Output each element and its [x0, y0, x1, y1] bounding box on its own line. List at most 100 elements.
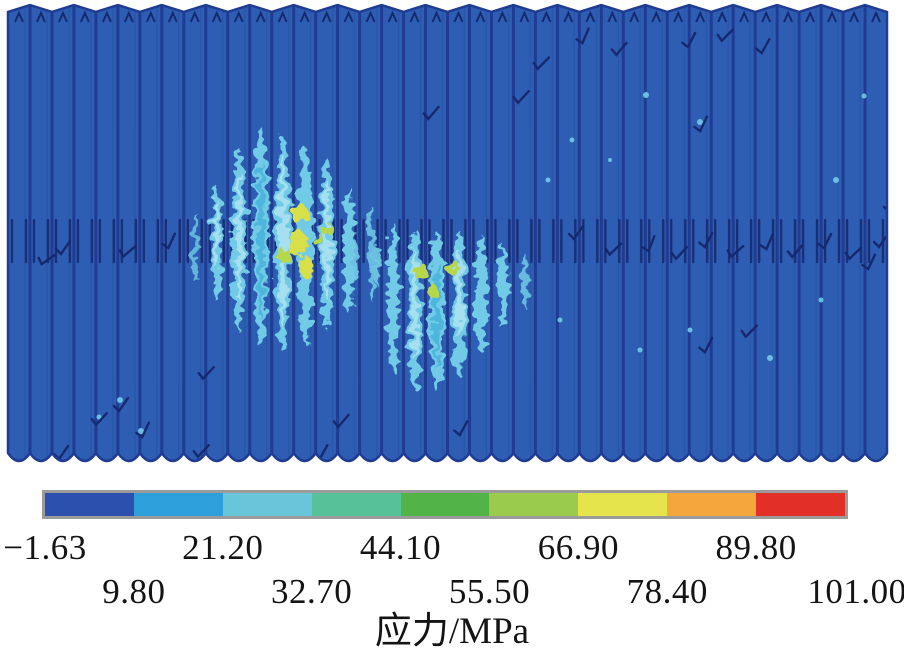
crack-mark	[670, 245, 688, 261]
stress-speck	[643, 92, 649, 98]
stress-streak	[191, 212, 199, 282]
colorbar-segment	[756, 493, 846, 516]
stress-speck	[608, 158, 612, 162]
top-crack-chevron	[321, 10, 332, 23]
stress-streak	[279, 155, 287, 330]
stress-speck	[861, 93, 867, 99]
top-crack-chevron	[211, 10, 222, 23]
top-crack-chevron	[36, 10, 46, 23]
top-crack-chevron	[761, 10, 772, 23]
stress-speck	[833, 177, 839, 183]
crack-mark	[135, 421, 151, 439]
top-crack-chevron	[431, 10, 442, 23]
crack-mark	[161, 232, 177, 250]
stress-speck	[767, 355, 773, 361]
top-crack-chevron	[145, 10, 156, 23]
stress-streak	[433, 260, 441, 370]
top-crack-chevron	[58, 10, 68, 23]
stress-hot-spot	[446, 259, 458, 275]
stress-speck	[697, 119, 703, 125]
colorbar-tick-label: −1.63	[3, 528, 87, 567]
colorbar-tick-label: 9.80	[102, 572, 166, 611]
crack-mark	[575, 27, 590, 45]
top-crack-chevron	[277, 10, 288, 23]
crack-mark	[872, 232, 887, 249]
crack-mark	[698, 336, 714, 354]
top-crack-chevron	[673, 10, 684, 23]
crack-mark	[726, 244, 745, 259]
top-crack-chevron	[519, 10, 530, 23]
crack-mark	[567, 224, 585, 241]
colorbar-segment	[400, 493, 490, 516]
top-crack-chevron	[827, 10, 837, 23]
stress-streak	[475, 234, 487, 352]
stress-speck	[687, 327, 693, 333]
stress-streak	[455, 250, 463, 340]
stress-speck	[637, 347, 643, 353]
top-crack-chevron	[167, 10, 178, 23]
field-body	[8, 5, 887, 461]
crack-mark	[844, 246, 863, 261]
stress-speck	[557, 317, 563, 323]
top-crack-chevron	[585, 10, 596, 23]
top-crack-chevron	[849, 10, 859, 23]
top-crack-chevron	[805, 10, 816, 23]
crack-mark	[759, 233, 774, 251]
stress-speck	[545, 177, 551, 183]
top-crack-chevron	[541, 10, 552, 23]
crack-mark	[332, 413, 350, 429]
domain-outline	[6, 3, 889, 463]
top-crack-chevron	[651, 10, 662, 23]
top-crack-chevron	[101, 10, 112, 23]
colorbar-segment	[133, 493, 223, 516]
stress-hot-spot	[323, 224, 333, 238]
crack-mark	[681, 31, 697, 49]
stress-speck	[96, 414, 102, 420]
top-crack-chevron	[497, 10, 508, 23]
stress-hot-spot	[414, 263, 428, 281]
top-crack-chevron	[695, 10, 706, 23]
top-crack-chevron	[475, 10, 486, 23]
top-crack-chevron	[629, 10, 640, 23]
crack-mark	[37, 253, 56, 267]
colorbar-tick-label: 78.40	[626, 572, 708, 611]
stress-hot-spot	[428, 284, 438, 298]
top-crack-chevron	[607, 10, 618, 23]
stress-speck	[818, 297, 824, 303]
stress-speck	[138, 428, 144, 434]
top-crack-chevron	[233, 10, 244, 23]
crack-mark	[861, 253, 877, 271]
top-crack-chevron	[79, 10, 90, 23]
stress-hot-spot	[292, 203, 308, 225]
crack-mark	[197, 365, 215, 381]
stress-streak	[236, 170, 242, 300]
stress-speck	[117, 397, 123, 403]
stress-contour-plot	[6, 3, 889, 463]
crack-mark	[532, 56, 551, 71]
crack-mark	[693, 115, 709, 133]
crack-mark	[604, 242, 623, 257]
axis-title: 应力/MPa	[374, 611, 530, 652]
stress-streak	[373, 245, 381, 285]
crack-mark	[192, 443, 210, 459]
top-crack-chevron	[409, 10, 420, 23]
colorbar-tick-label: 89.80	[715, 528, 797, 567]
top-crack-chevron	[717, 10, 728, 23]
stress-streak	[498, 244, 508, 330]
colorbar-segment	[578, 493, 668, 516]
crack-mark	[786, 243, 804, 259]
stress-streak	[521, 254, 529, 308]
colorbar-segment	[222, 493, 312, 516]
crack-mark	[698, 231, 714, 249]
top-crack-chevron	[343, 10, 354, 23]
crack-mark	[54, 239, 72, 256]
crack-mark	[422, 105, 440, 121]
top-crack-chevron	[783, 10, 794, 23]
stress-streak	[367, 205, 375, 300]
stress-hot-spot	[313, 234, 323, 246]
stress-streak	[344, 186, 354, 314]
stress-hot-spot	[287, 230, 307, 256]
colorbar-tick-label: 55.50	[448, 572, 531, 611]
colorbar-tick-label: 21.20	[182, 528, 264, 567]
